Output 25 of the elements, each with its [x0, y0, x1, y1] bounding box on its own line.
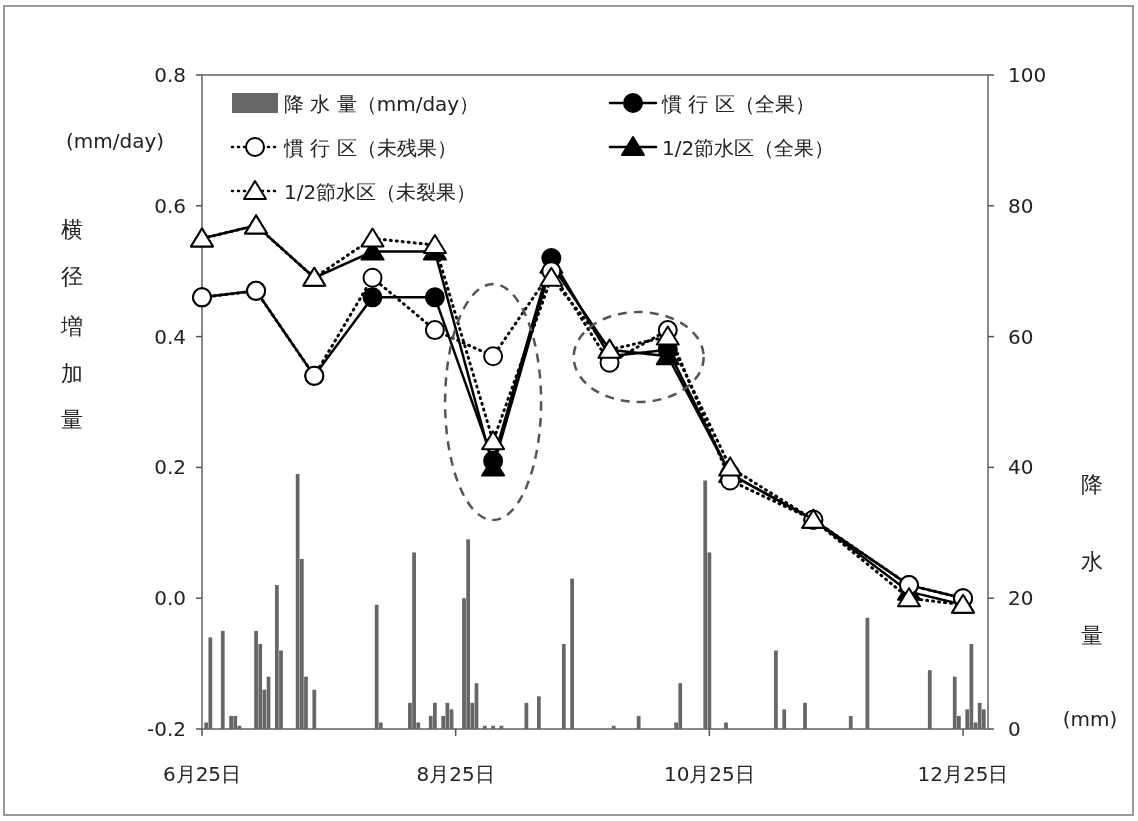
x-tick-label: 10月25日 — [663, 762, 755, 786]
legend-label: 降 水 量（mm/day） — [284, 92, 480, 116]
y-tick-label: 0.8 — [154, 63, 186, 87]
legend-label: 慣 行 区（全果） — [661, 92, 815, 116]
y-tick-label: 0.6 — [154, 193, 186, 218]
y-tick-label: 0.0 — [154, 586, 186, 611]
y-tick-label: 0.4 — [154, 324, 186, 349]
x-tick-label: 12月25日 — [917, 762, 1009, 786]
x-tick-label: 8月25日 — [416, 762, 495, 786]
legend-label: 1/2節水区（全果） — [662, 136, 835, 160]
legend-label: 慣 行 区（未残果） — [283, 136, 457, 160]
y-tick-label: -0.2 — [146, 717, 186, 741]
text: (mm) — [1062, 707, 1118, 731]
y2-axis-title: 降水量 — [1079, 456, 1105, 684]
y2-tick-label: 0 — [1008, 717, 1021, 741]
y2-tick-label: 100 — [1008, 63, 1047, 87]
y2-tick-label: 40 — [1008, 455, 1034, 480]
y2-tick-label: 60 — [1008, 324, 1034, 349]
y-axis-title: 横径増加量 — [59, 200, 85, 440]
y-tick-label: 0.2 — [154, 455, 186, 480]
y2-tick-label: 80 — [1008, 193, 1034, 218]
legend-label: 1/2節水区（未裂果） — [284, 180, 477, 204]
text: (mm/day) — [65, 129, 165, 153]
y2-tick-label: 20 — [1008, 586, 1034, 611]
x-tick-label: 6月25日 — [162, 762, 242, 786]
